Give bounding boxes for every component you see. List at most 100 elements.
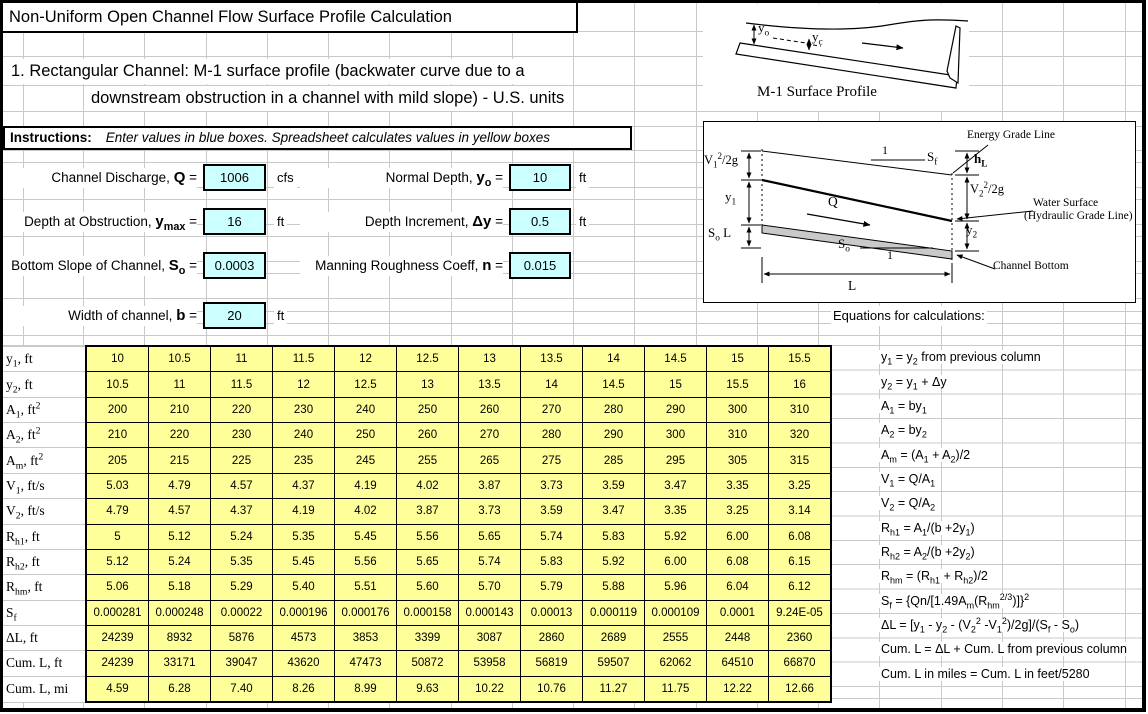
calc-cell: 0.00022 bbox=[210, 599, 273, 626]
calc-cell: 270 bbox=[520, 396, 583, 424]
calc-cell: 235 bbox=[272, 447, 335, 474]
calc-cell: 300 bbox=[644, 422, 707, 449]
calc-cell: 5.40 bbox=[272, 574, 335, 601]
calc-cell: 11.5 bbox=[210, 371, 273, 398]
calc-cell: 245 bbox=[334, 447, 397, 474]
calc-cell: 5.56 bbox=[334, 548, 397, 576]
calc-cell: 240 bbox=[334, 396, 397, 424]
calc-cell: 0.000119 bbox=[582, 599, 645, 626]
calc-cell: 43620 bbox=[272, 650, 335, 677]
table-row: V2, ft/s 4.79 4.57 4.37 4.19 4.02 3.87 3.73 3.59… bbox=[3, 498, 832, 525]
page-title: Non-Uniform Open Channel Flow Surface Pr… bbox=[3, 3, 578, 33]
calc-cell: 6.00 bbox=[706, 523, 769, 550]
row-label: Am, ft2 bbox=[3, 447, 87, 474]
calc-cell: 5 bbox=[85, 523, 149, 550]
calc-cell: 310 bbox=[768, 396, 832, 424]
calc-cell: 39047 bbox=[210, 650, 273, 677]
equations-list: y1 = y2 from previous column y2 = y1 + Δy… bbox=[820, 345, 1145, 686]
calc-cell: 230 bbox=[272, 396, 335, 424]
calc-cell: 265 bbox=[458, 447, 521, 474]
channel-discharge-input[interactable]: 1006 bbox=[203, 164, 266, 191]
calc-cell: 4.79 bbox=[85, 498, 149, 525]
y1-label: y1 bbox=[725, 189, 737, 208]
calc-cell: 56819 bbox=[520, 650, 583, 677]
calc-cell: 280 bbox=[520, 422, 583, 449]
energy-grade-line bbox=[761, 150, 953, 176]
row-label: y2, ft bbox=[3, 371, 87, 398]
calc-cell: 10.5 bbox=[85, 371, 149, 398]
calc-cell: 0.000158 bbox=[396, 599, 459, 626]
calc-cell: 285 bbox=[582, 447, 645, 474]
calc-cell: 0.000176 bbox=[334, 599, 397, 626]
calc-cell: 3.87 bbox=[396, 498, 459, 525]
calc-cell: 4.79 bbox=[148, 472, 211, 500]
calc-cell: 2360 bbox=[768, 624, 832, 652]
table-row: ΔL, ft 24239 8932 5876 4573 3853 3399 3087 2860 2… bbox=[3, 624, 832, 652]
calc-cell: 8.26 bbox=[272, 675, 335, 704]
normal-depth-input[interactable]: 10 bbox=[509, 164, 571, 191]
calc-cell: 250 bbox=[334, 422, 397, 449]
v2-head-label: V22/2g bbox=[970, 179, 1005, 199]
depth-obstruction-input[interactable]: 16 bbox=[203, 208, 266, 235]
calc-cell: 0.000109 bbox=[644, 599, 707, 626]
calc-cell: 5.92 bbox=[582, 548, 645, 576]
calc-cell: 6.12 bbox=[768, 574, 832, 601]
calc-cell: 2689 bbox=[582, 624, 645, 652]
equation: V1 = Q/A1 bbox=[879, 471, 938, 489]
equation: y1 = y2 from previous column bbox=[879, 350, 1043, 367]
normal-depth-value: 10 bbox=[532, 170, 548, 185]
calc-cell: 5.45 bbox=[272, 548, 335, 576]
unit-cfs: cfs bbox=[274, 168, 297, 188]
equation-row: Cum. L in miles = Cum. L in feet/5280 bbox=[820, 662, 1145, 686]
calc-cell: 5.88 bbox=[582, 574, 645, 601]
calc-cell: 5.83 bbox=[582, 523, 645, 550]
calc-cell: 290 bbox=[644, 396, 707, 424]
calc-cell: 255 bbox=[396, 447, 459, 474]
calc-cell: 260 bbox=[396, 422, 459, 449]
equation: Rh2 = A2/(b +2y2) bbox=[879, 545, 977, 562]
egl-label: Energy Grade Line bbox=[967, 129, 1055, 141]
bottom-slope-input[interactable]: 0.0003 bbox=[203, 252, 266, 279]
calc-cell: 260 bbox=[458, 396, 521, 424]
calc-cell: 13.5 bbox=[458, 371, 521, 398]
calc-cell: 4573 bbox=[272, 624, 335, 652]
calc-cell: 6.08 bbox=[706, 548, 769, 576]
calc-cell: 12.5 bbox=[396, 345, 459, 373]
row-label: ΔL, ft bbox=[3, 624, 87, 652]
calc-cell: 9.63 bbox=[396, 675, 459, 704]
calc-cell: 64510 bbox=[706, 650, 769, 677]
sf-label: Sf bbox=[927, 149, 938, 168]
calc-cell: 250 bbox=[396, 396, 459, 424]
table-row: Rh2, ft 5.12 5.24 5.35 5.45 5.56 5.65 5.74 5.83 5… bbox=[3, 548, 832, 576]
equation: ΔL = [y1 - y2 - (V22 -V12)/2g]/(Sf - So) bbox=[879, 615, 1082, 635]
calc-cell: 0.000143 bbox=[458, 599, 521, 626]
calc-cell: 3.59 bbox=[582, 472, 645, 500]
m1-yc-label: yc bbox=[812, 29, 823, 48]
equation: Am = (A1 + A2)/2 bbox=[879, 447, 973, 465]
label-normal-depth: Normal Depth, yo = bbox=[300, 168, 503, 188]
calc-cell: 3.35 bbox=[644, 498, 707, 525]
calc-cell: 10.5 bbox=[148, 345, 211, 373]
depth-increment-input[interactable]: 0.5 bbox=[509, 208, 571, 235]
calc-cell: 15.5 bbox=[706, 371, 769, 398]
table-row: A2, ft2 210 220 230 240 250 260 270 280 290 300 310… bbox=[3, 422, 832, 449]
row-label: A1, ft2 bbox=[3, 396, 87, 424]
calc-cell: 15.5 bbox=[768, 345, 832, 373]
calc-cell: 5.74 bbox=[520, 523, 583, 550]
calc-cell: 5.60 bbox=[396, 574, 459, 601]
equation-row: y2 = y1 + Δy bbox=[820, 369, 1145, 393]
m1-caption: M-1 Surface Profile bbox=[757, 84, 877, 100]
energy-diagram bbox=[703, 121, 1136, 303]
row-label: A2, ft2 bbox=[3, 422, 87, 449]
unit-ft-dy: ft bbox=[576, 212, 590, 232]
channel-width-input[interactable]: 20 bbox=[203, 302, 266, 329]
depth-obstruction-value: 16 bbox=[227, 214, 242, 229]
manning-n-input[interactable]: 0.015 bbox=[509, 252, 571, 279]
calc-cell: 5.35 bbox=[272, 523, 335, 550]
calc-cell: 5.24 bbox=[210, 523, 273, 550]
table-row: Cum. L, mi 4.59 6.28 7.40 8.26 8.99 9.63 10.22 1… bbox=[3, 675, 832, 704]
equation-row: Am = (A1 + A2)/2 bbox=[820, 442, 1145, 466]
depth-increment-value: 0.5 bbox=[530, 214, 550, 229]
calc-cell: 3.14 bbox=[768, 498, 832, 525]
